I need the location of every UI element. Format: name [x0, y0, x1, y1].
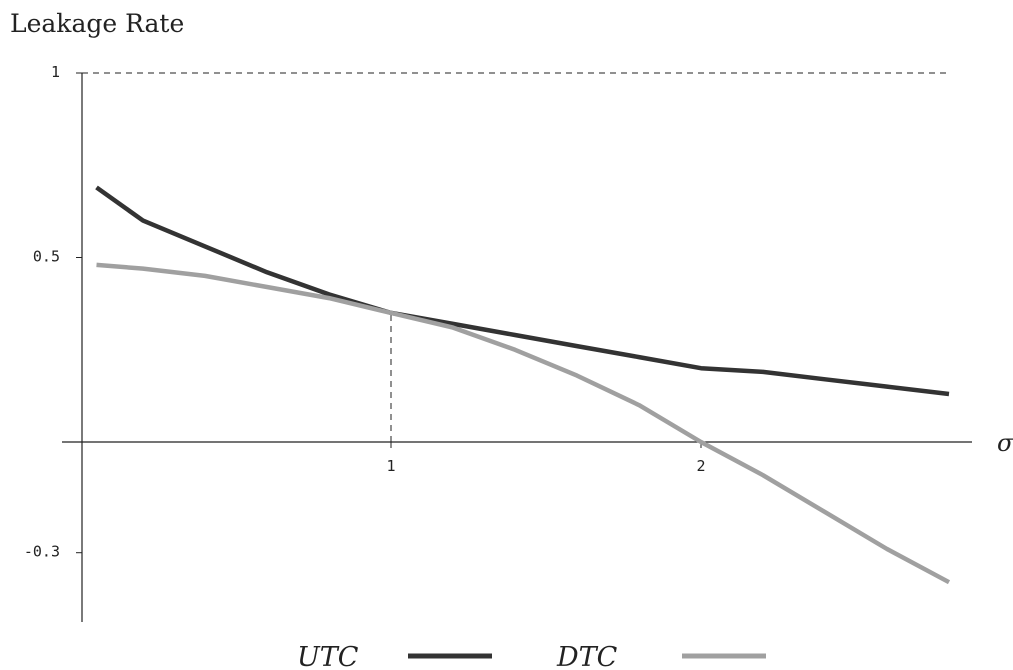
series-lines [95, 185, 951, 585]
y-tick-label: -0.3 [24, 543, 60, 561]
x-axis-label: σ [997, 429, 1013, 457]
y-tick-label: 0.5 [33, 248, 60, 266]
x-tick-label: 2 [696, 457, 705, 475]
series-line-utc [95, 185, 950, 397]
axis-ticks: 1 0.5 -0.3 1 2 [24, 63, 706, 561]
legend: UTC DTC [297, 642, 766, 670]
legend-label-dtc: DTC [556, 642, 618, 670]
axes [62, 73, 972, 622]
y-tick-label: 1 [51, 63, 60, 81]
series-line-dtc [96, 262, 951, 585]
y-axis-label: Leakage Rate [10, 9, 184, 38]
legend-label-utc: UTC [297, 642, 359, 670]
reference-lines [82, 72, 950, 442]
x-tick-label: 1 [386, 457, 395, 475]
